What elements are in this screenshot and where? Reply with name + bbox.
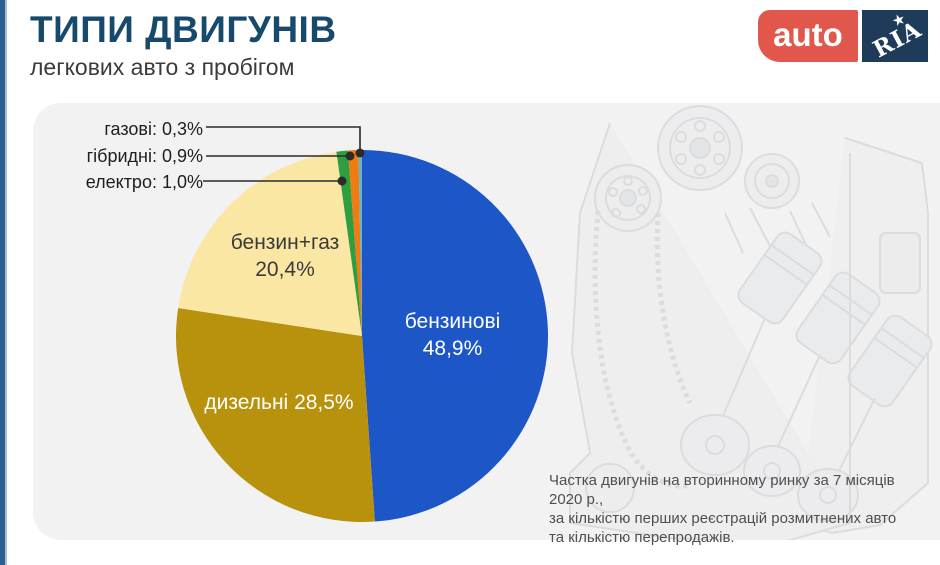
sprocket-right [744, 153, 800, 209]
slice-label-dyzelni: дизельні 28,5% [193, 390, 365, 416]
slice-name: дизельні [204, 391, 289, 414]
footnote-line: за кількістю перших реєстрацій розмитнен… [549, 510, 897, 527]
slice-name: бензин+газ [230, 231, 340, 254]
logo-auto-block: auto [758, 10, 858, 62]
footnote: Частка двигунів на вторинному ринку за 7… [549, 471, 919, 547]
page-subtitle: легкових авто з пробігом [30, 54, 295, 80]
accent-left-bar-light [5, 0, 7, 565]
logo-ria-block: ★ RIA [862, 10, 928, 62]
sprocket-left [594, 164, 662, 232]
accent-left-bar [0, 0, 5, 565]
sprocket-large [657, 105, 743, 191]
slice-pct: 28,5% [294, 391, 354, 414]
slice-name: бензинові [404, 310, 501, 333]
crankshaft [680, 414, 859, 522]
slice-label-benzyn-gaz: бензин+газ 20,4% [205, 229, 365, 283]
autoria-logo: auto ★ RIA [758, 10, 928, 62]
slice-pct: 48,9% [422, 337, 483, 360]
callout-gazovi: газові: 0,3% [104, 119, 203, 139]
footnote-line: Частка двигунів на вторинному ринку за 7… [549, 472, 895, 508]
footnote-line: та кількістю перепродажів. [549, 529, 735, 546]
header: ТИПИ ДВИГУНІВ легкових авто з пробігом [30, 8, 337, 81]
callout-hibrydni: гібридні: 0,9% [86, 146, 203, 166]
slice-label-benzynovi: бензинові 48,9% [380, 308, 525, 362]
page-title: ТИПИ ДВИГУНІВ [30, 9, 337, 50]
pistons [737, 231, 933, 408]
slice-pct: 20,4% [255, 258, 315, 281]
callout-elektro: електро: 1,0% [85, 172, 203, 192]
engine-background-illustration [569, 105, 933, 540]
